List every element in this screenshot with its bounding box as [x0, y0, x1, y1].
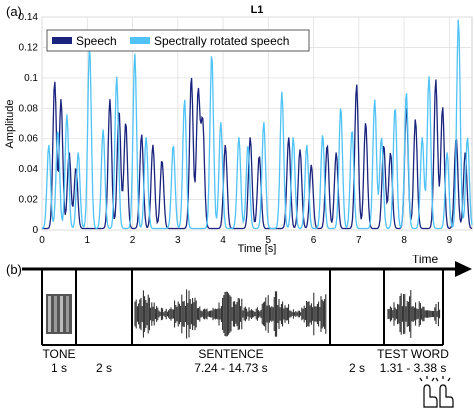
- test-word-duration: 1.31 - 3.38 s: [380, 361, 447, 375]
- test-word-label: TEST WORD: [377, 347, 449, 361]
- sentence-duration: 7.24 - 14.73 s: [194, 361, 267, 375]
- x-tick-label: 1: [84, 235, 90, 246]
- x-axis-label: Time [s]: [238, 243, 277, 255]
- y-tick-label: 0.08: [19, 103, 39, 114]
- legend-label-rotated: Spectrally rotated speech: [154, 34, 289, 48]
- x-tick-label: 0: [39, 235, 45, 246]
- legend: Speech Spectrally rotated speech: [46, 29, 310, 52]
- tone-duration: 1 s: [51, 361, 67, 375]
- y-tick-label: 0.06: [19, 134, 39, 145]
- x-tick-label: 8: [401, 235, 407, 246]
- time-arrow-head: [455, 261, 472, 277]
- x-tick-label: 4: [220, 235, 226, 246]
- legend-label-speech: Speech: [76, 34, 117, 48]
- tone-waveform-bands: [48, 296, 69, 332]
- chart-title: L1: [251, 4, 264, 16]
- y-ticks: 0 0.02 0.04 0.06 0.08 0.1 0.12 0.14: [19, 12, 39, 236]
- y-tick-label: 0.12: [19, 42, 39, 53]
- sentence-waveform: [134, 289, 327, 339]
- gap-1-duration: 2 s: [96, 361, 112, 375]
- legend-swatch-speech: [52, 37, 72, 44]
- gap-2-duration: 2 s: [349, 361, 365, 375]
- x-tick-label: 6: [311, 235, 317, 246]
- hand-click-icon: [419, 376, 454, 408]
- time-label: Time: [412, 255, 439, 266]
- x-tick-label: 9: [447, 235, 453, 246]
- x-tick-label: 5: [266, 235, 272, 246]
- y-tick-label: 0: [32, 225, 38, 236]
- y-tick-label: 0.1: [24, 73, 38, 84]
- sentence-label: SENTENCE: [198, 347, 263, 361]
- x-tick-label: 2: [130, 235, 136, 246]
- series-line-rotated: [41, 19, 473, 230]
- panel-label-b: (b): [6, 262, 22, 277]
- y-tick-label: 0.14: [19, 12, 39, 23]
- y-axis-label: Amplitude: [4, 100, 16, 149]
- panel-label-a: (a): [6, 4, 22, 19]
- test-word-waveform: [387, 290, 441, 338]
- legend-box: [46, 29, 310, 52]
- y-tick-label: 0.04: [19, 164, 39, 175]
- series-lines: [41, 19, 473, 230]
- trial-timeline: Time TONE 1 s 2 s SENTENCE 7.24 - 14.73 …: [22, 255, 472, 408]
- legend-swatch-rotated: [130, 37, 150, 44]
- x-tick-label: 7: [356, 235, 362, 246]
- x-tick-label: 3: [175, 235, 181, 246]
- x-ticks: 0 1 2 3 4 5 6 7 8 9: [39, 235, 452, 246]
- tone-label: TONE: [42, 347, 75, 361]
- y-tick-label: 0.02: [19, 195, 39, 206]
